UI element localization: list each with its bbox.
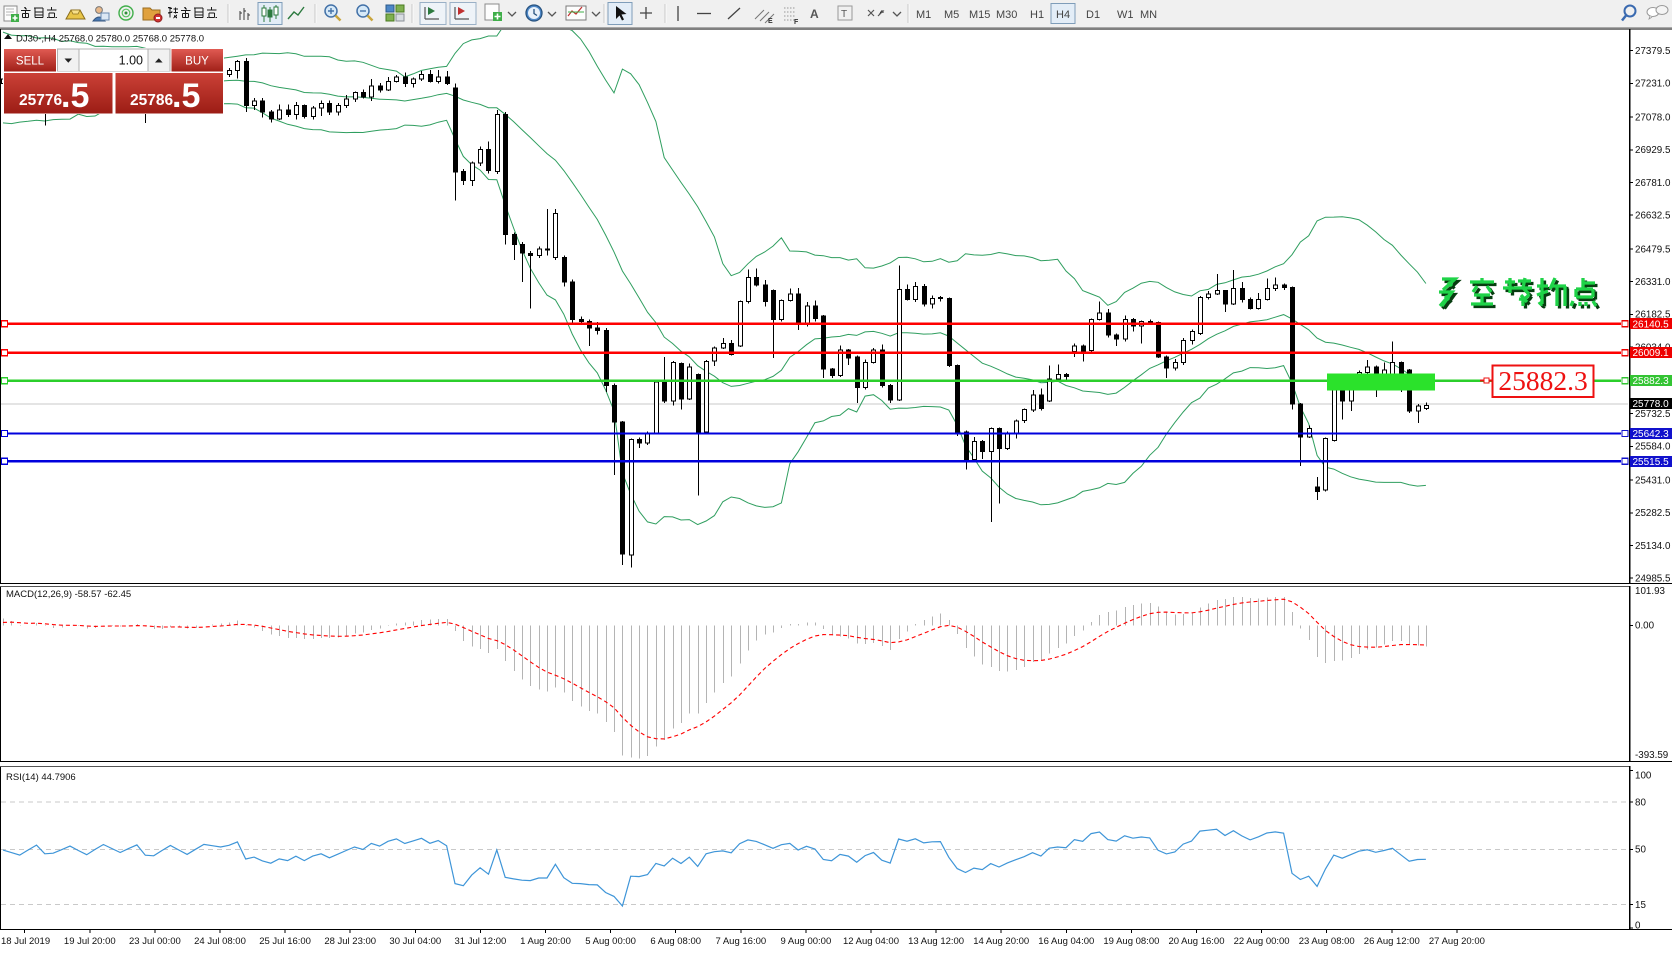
svg-text:23 Aug 08:00: 23 Aug 08:00 (1299, 936, 1355, 947)
svg-text:BUY: BUY (185, 56, 209, 68)
svg-text:-393.59: -393.59 (1635, 750, 1668, 761)
svg-text:W1: W1 (1117, 9, 1134, 21)
svg-text:25 Jul 16:00: 25 Jul 16:00 (259, 936, 311, 947)
svg-text:101.93: 101.93 (1635, 586, 1666, 597)
svg-text:D1: D1 (1086, 9, 1100, 21)
svg-text:F: F (794, 19, 799, 26)
svg-text:25776: 25776 (19, 92, 62, 109)
svg-text:26331.0: 26331.0 (1635, 277, 1671, 288)
svg-text:50: 50 (1635, 845, 1646, 856)
svg-text:25515.5: 25515.5 (1633, 457, 1670, 468)
svg-text:100: 100 (1635, 770, 1652, 781)
svg-text:H4: H4 (1056, 9, 1070, 21)
svg-text:H1: H1 (1030, 9, 1044, 21)
svg-text:SELL: SELL (16, 56, 45, 68)
svg-text:1 Aug 20:00: 1 Aug 20:00 (520, 936, 571, 947)
svg-text:RSI(14) 44.7906: RSI(14) 44.7906 (6, 772, 76, 783)
svg-text:.5: .5 (61, 77, 89, 115)
svg-text:27379.5: 27379.5 (1635, 46, 1671, 57)
svg-text:25282.5: 25282.5 (1635, 508, 1671, 519)
svg-text:5 Aug 00:00: 5 Aug 00:00 (585, 936, 636, 947)
svg-text:26479.5: 26479.5 (1635, 244, 1671, 255)
svg-text:80: 80 (1635, 797, 1646, 808)
svg-text:19 Aug 08:00: 19 Aug 08:00 (1103, 936, 1159, 947)
svg-text:T: T (841, 9, 847, 20)
svg-text:23 Jul 00:00: 23 Jul 00:00 (129, 936, 181, 947)
svg-text:19 Jul 20:00: 19 Jul 20:00 (64, 936, 116, 947)
svg-text:28 Jul 23:00: 28 Jul 23:00 (324, 936, 376, 947)
svg-text:7 Aug 16:00: 7 Aug 16:00 (715, 936, 766, 947)
svg-text:27078.0: 27078.0 (1635, 112, 1671, 123)
svg-text:0: 0 (1635, 920, 1641, 931)
svg-text:25882.3: 25882.3 (1498, 365, 1587, 396)
svg-text:25882.3: 25882.3 (1633, 376, 1670, 387)
svg-text:16 Aug 04:00: 16 Aug 04:00 (1038, 936, 1094, 947)
svg-text:M30: M30 (996, 9, 1017, 21)
svg-text:6 Aug 08:00: 6 Aug 08:00 (650, 936, 701, 947)
svg-text:1.00: 1.00 (119, 54, 143, 68)
svg-text:A: A (810, 7, 819, 21)
svg-text:26781.0: 26781.0 (1635, 178, 1671, 189)
svg-text:26632.5: 26632.5 (1635, 211, 1671, 222)
svg-text:26182.5: 26182.5 (1635, 310, 1671, 321)
svg-text:15: 15 (1635, 900, 1646, 911)
svg-text:18 Jul 2019: 18 Jul 2019 (1, 936, 50, 947)
svg-text:26009.1: 26009.1 (1633, 348, 1670, 359)
svg-text:M15: M15 (969, 9, 990, 21)
svg-text:M1: M1 (916, 9, 931, 21)
svg-text:25732.5: 25732.5 (1635, 409, 1671, 420)
svg-text:DJ30-,H4 25768.0 25780.0 2576: DJ30-,H4 25768.0 25780.0 25768.0 25778.0 (16, 34, 204, 45)
svg-text:13 Aug 12:00: 13 Aug 12:00 (908, 936, 964, 947)
svg-text:22 Aug 00:00: 22 Aug 00:00 (1234, 936, 1290, 947)
svg-text:24985.5: 24985.5 (1635, 574, 1671, 585)
svg-text:MN: MN (1140, 9, 1157, 21)
svg-text:25786: 25786 (130, 92, 173, 109)
svg-text:26140.5: 26140.5 (1633, 319, 1670, 330)
svg-text:25778.0: 25778.0 (1633, 399, 1670, 410)
svg-text:27231.0: 27231.0 (1635, 79, 1671, 90)
svg-text:.5: .5 (172, 77, 200, 115)
svg-text:26 Aug 12:00: 26 Aug 12:00 (1364, 936, 1420, 947)
svg-text:25134.0: 25134.0 (1635, 541, 1671, 552)
svg-text:14 Aug 20:00: 14 Aug 20:00 (973, 936, 1029, 947)
svg-text:25431.0: 25431.0 (1635, 475, 1671, 486)
svg-text:27 Aug 20:00: 27 Aug 20:00 (1429, 936, 1485, 947)
svg-text:9 Aug 00:00: 9 Aug 00:00 (781, 936, 832, 947)
svg-text:25642.3: 25642.3 (1633, 429, 1670, 440)
svg-text:24 Jul 08:00: 24 Jul 08:00 (194, 936, 246, 947)
svg-text:25584.0: 25584.0 (1635, 442, 1671, 453)
svg-text:30 Jul 04:00: 30 Jul 04:00 (389, 936, 441, 947)
svg-text:26929.5: 26929.5 (1635, 145, 1671, 156)
svg-text:M5: M5 (944, 9, 959, 21)
svg-text:0.00: 0.00 (1635, 621, 1655, 632)
svg-text:31 Jul 12:00: 31 Jul 12:00 (455, 936, 507, 947)
svg-text:12 Aug 04:00: 12 Aug 04:00 (843, 936, 899, 947)
svg-text:E: E (768, 18, 773, 25)
svg-text:20 Aug 16:00: 20 Aug 16:00 (1169, 936, 1225, 947)
svg-text:MACD(12,26,9) -58.57 -62.45: MACD(12,26,9) -58.57 -62.45 (6, 589, 131, 600)
